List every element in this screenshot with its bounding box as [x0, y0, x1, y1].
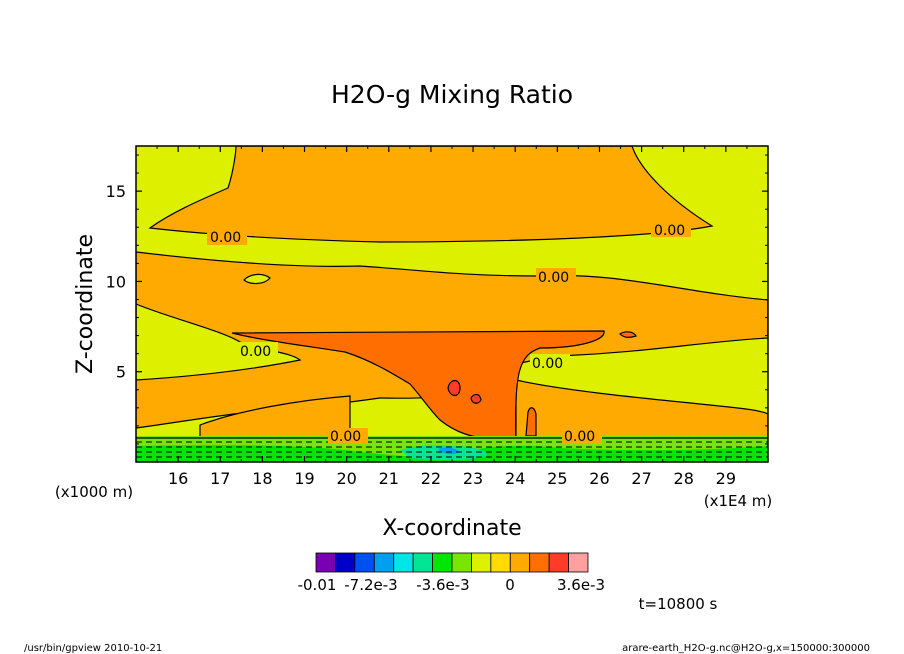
y-axis-label: Z-coordinate: [73, 234, 98, 374]
colorbar-swatch: [373, 552, 395, 573]
contour-label-bg: [238, 342, 278, 358]
colorbar-tick-label: 0: [505, 576, 515, 594]
lower-moist-region: [199, 395, 351, 441]
x-tick-label: 21: [379, 469, 399, 488]
colorbar-swatch: [354, 552, 375, 573]
surface-band-green: [136, 445, 768, 462]
contour-label-bg: [651, 221, 691, 237]
x-axis: 16 17 18 19 20 21 22 23 24 25 26 27 28 29: [156, 146, 748, 488]
colorbar-swatch: [393, 552, 414, 573]
y-tick-label: 5: [116, 363, 126, 382]
colorbar-labels: -0.01 -7.2e-3 -3.6e-3 0 3.6e-3: [298, 576, 605, 594]
x-tick-label: 25: [547, 469, 567, 488]
colorbar-swatch: [490, 552, 511, 573]
y-axis: 5 10 15: [106, 154, 768, 445]
contour-label: 0.00: [330, 429, 361, 445]
contour-label: 0.00: [654, 223, 685, 239]
lower-moist-region-right: [515, 379, 768, 441]
contour-label: 0.00: [240, 344, 271, 360]
core-cell: [619, 331, 637, 338]
y-units-label: (x1000 m): [55, 483, 133, 501]
chart-title: H2O-g Mixing Ratio: [331, 80, 573, 109]
colorbar-swatch: [548, 552, 569, 573]
x-tick-label: 17: [210, 469, 230, 488]
x-tick-label: 16: [168, 469, 188, 488]
x-tick-label: 27: [631, 469, 651, 488]
contour-label-bg: [536, 268, 576, 284]
colorbar-tick-label: -7.2e-3: [344, 576, 397, 594]
contour-label-bg: [207, 229, 247, 245]
colorbar-tick-label: -3.6e-3: [416, 576, 469, 594]
y-tick-label: 10: [106, 272, 126, 291]
x-tick-label: 23: [463, 469, 483, 488]
x-tick-label: 29: [716, 469, 736, 488]
contour-label: 0.00: [210, 230, 241, 246]
x-units-label: (x1E4 m): [704, 492, 773, 510]
colorbar-swatch: [471, 552, 492, 573]
contour-label: 0.00: [532, 356, 563, 372]
x-tick-label: 24: [505, 469, 525, 488]
dry-pocket: [136, 303, 302, 381]
contour-label-bg: [562, 428, 602, 444]
core-cell: [525, 407, 537, 437]
core-cell: [470, 393, 482, 404]
x-tick-label: 20: [336, 469, 356, 488]
x-tick-label: 28: [674, 469, 694, 488]
colorbar-tick-label: -0.01: [298, 576, 337, 594]
upper-moist-region: [148, 146, 714, 243]
colorbar-swatch: [529, 552, 550, 573]
colorbar-swatch: [568, 552, 589, 573]
colorbar-swatch: [335, 552, 356, 573]
colorbar-swatch: [509, 552, 531, 573]
contour-label: 0.00: [564, 429, 595, 445]
x-tick-label: 22: [421, 469, 441, 488]
x-tick-label: 26: [589, 469, 609, 488]
footer-right: arare-earth_H2O-g.nc@H2O-g,x=150000:3000…: [622, 643, 870, 654]
colorbar-swatch: [315, 552, 336, 573]
x-tick-label: 19: [294, 469, 314, 488]
time-label: t=10800 s: [639, 595, 718, 613]
colorbar-swatch: [412, 552, 433, 573]
colorbar-tick-label: 3.6e-3: [557, 576, 605, 594]
y-tick-label: 15: [106, 182, 126, 201]
contour-field: 0.00 0.00 0.00 0.00 0.00 0.00 0.00: [136, 146, 768, 462]
contour-label-bg: [328, 428, 368, 444]
surface-band-cyan: [400, 445, 487, 460]
colorbar-swatch: [432, 552, 453, 573]
x-axis-label: X-coordinate: [382, 516, 521, 541]
colorbar-swatch: [451, 552, 472, 573]
footer-left: /usr/bin/gpview 2010-10-21: [24, 643, 162, 654]
contour-label-bg: [530, 354, 570, 370]
small-island: [243, 273, 271, 285]
surface-band-blue: [438, 447, 460, 455]
core-region: [231, 330, 605, 441]
core-cell: [447, 379, 461, 397]
contour-label: 0.00: [538, 270, 569, 286]
colorbar: [315, 552, 589, 573]
x-tick-label: 18: [252, 469, 272, 488]
contour-labels: 0.00 0.00 0.00 0.00 0.00 0.00 0.00: [207, 221, 691, 445]
